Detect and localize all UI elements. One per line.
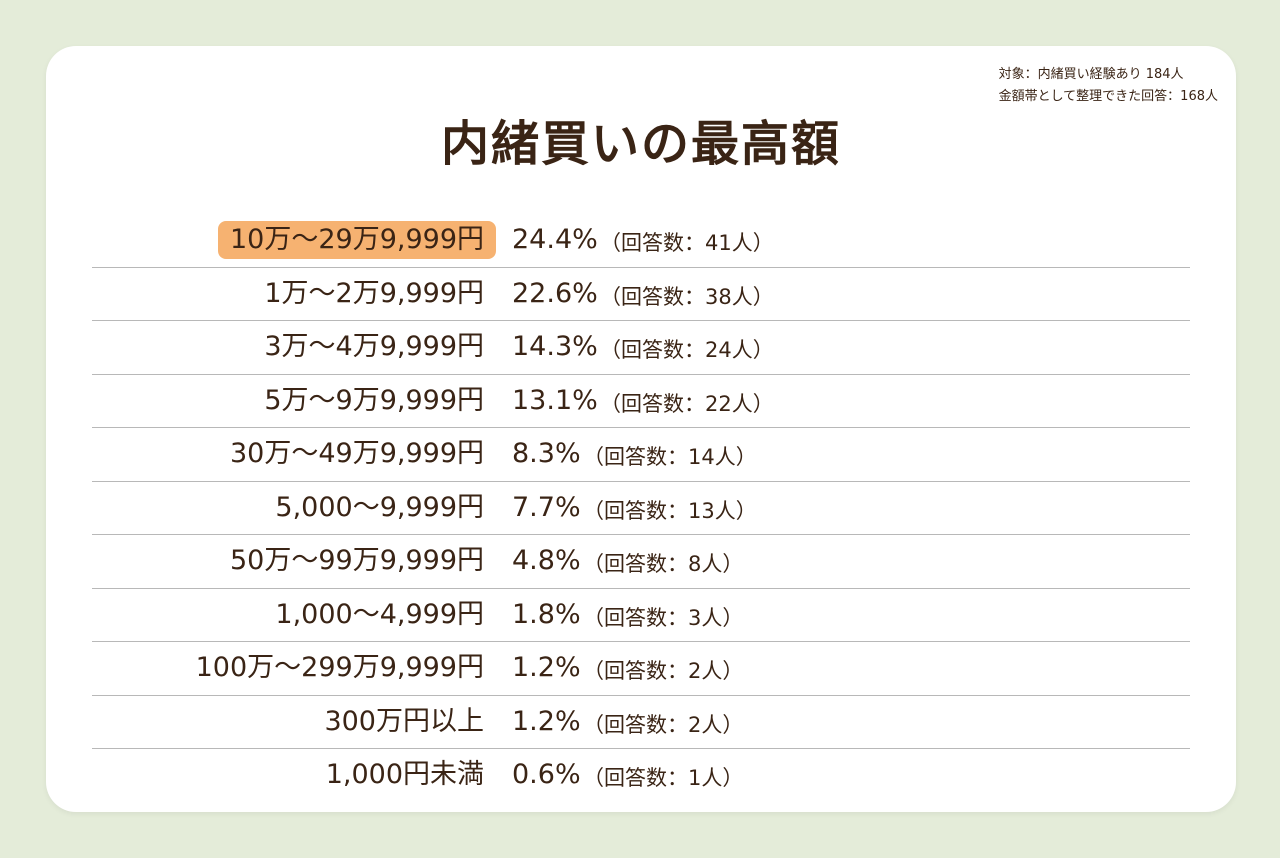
row-count: （回答数：8人） bbox=[583, 552, 744, 576]
row-percent: 13.1% bbox=[512, 384, 598, 416]
row-count: （回答数：14人） bbox=[583, 445, 757, 469]
row-percent: 1.8% bbox=[512, 598, 581, 630]
row-percent: 4.8% bbox=[512, 545, 581, 576]
row-label: 1,000～4,999円 bbox=[275, 598, 484, 630]
table-row: 30万～49万9,999円 8.3% （回答数：14人） bbox=[92, 428, 1190, 482]
table-row: 300万円以上 1.2% （回答数：2人） bbox=[92, 696, 1190, 749]
row-label: 3万～4万9,999円 bbox=[264, 331, 484, 362]
chart-card: 対象：内緒買い経験あり 184人 金額帯として整理できた回答：168人 内緒買い… bbox=[46, 46, 1236, 812]
row-count: （回答数：2人） bbox=[583, 712, 744, 737]
row-count: （回答数：3人） bbox=[583, 605, 744, 630]
row-count: （回答数：38人） bbox=[600, 284, 774, 309]
row-percent: 8.3% bbox=[512, 438, 581, 469]
table-rows: 10万～29万9,999円 24.4% （回答数：41人） 1万～2万9,999円 22… bbox=[92, 214, 1190, 803]
row-percent: 22.6% bbox=[512, 277, 598, 309]
row-label: 10万～29万9,999円 bbox=[217, 221, 496, 259]
row-count: （回答数：1人） bbox=[583, 766, 744, 790]
chart-title: 内緒買いの最高額 bbox=[440, 116, 841, 172]
row-percent: 7.7% bbox=[512, 491, 581, 523]
row-count: （回答数：41人） bbox=[600, 231, 774, 255]
row-label: 50万～99万9,999円 bbox=[229, 545, 484, 576]
row-percent: 1.2% bbox=[512, 652, 581, 683]
sample-note-line-1: 対象：内緒買い経験あり 184人 bbox=[998, 67, 1184, 82]
row-percent: 14.3% bbox=[512, 331, 598, 362]
row-label: 5万～9万9,999円 bbox=[264, 384, 484, 416]
sample-note: 対象：内緒買い経験あり 184人 金額帯として整理できた回答：168人 bbox=[999, 64, 1218, 108]
row-label: 1万～2万9,999円 bbox=[264, 277, 484, 309]
row-label: 100万～299万9,999円 bbox=[195, 652, 484, 683]
row-label: 300万円以上 bbox=[324, 705, 484, 737]
row-percent: 24.4% bbox=[512, 224, 598, 255]
sample-note-line-2: 金額帯として整理できた回答：168人 bbox=[998, 89, 1218, 104]
row-label: 1,000円未満 bbox=[325, 759, 484, 790]
row-label: 30万～49万9,999円 bbox=[229, 438, 484, 469]
table-row: 50万～99万9,999円 4.8% （回答数：8人） bbox=[92, 535, 1190, 589]
row-percent: 0.6% bbox=[512, 759, 581, 790]
table-row: 100万～299万9,999円 1.2% （回答数：2人） bbox=[92, 642, 1190, 696]
row-count: （回答数：22人） bbox=[600, 391, 774, 416]
row-count: （回答数：24人） bbox=[600, 338, 774, 362]
row-percent: 1.2% bbox=[512, 705, 581, 737]
row-label: 5,000～9,999円 bbox=[275, 491, 484, 523]
table-row: 1,000～4,999円 1.8% （回答数：3人） bbox=[92, 589, 1190, 642]
table-row: 5万～9万9,999円 13.1% （回答数：22人） bbox=[92, 375, 1190, 428]
table-row: 1万～2万9,999円 22.6% （回答数：38人） bbox=[92, 268, 1190, 321]
table-row: 10万～29万9,999円 24.4% （回答数：41人） bbox=[92, 214, 1190, 268]
row-count: （回答数：2人） bbox=[583, 659, 744, 683]
row-count: （回答数：13人） bbox=[583, 498, 757, 523]
table-row: 3万～4万9,999円 14.3% （回答数：24人） bbox=[92, 321, 1190, 375]
table-row: 5,000～9,999円 7.7% （回答数：13人） bbox=[92, 482, 1190, 535]
table-row: 1,000円未満 0.6% （回答数：1人） bbox=[92, 749, 1190, 803]
